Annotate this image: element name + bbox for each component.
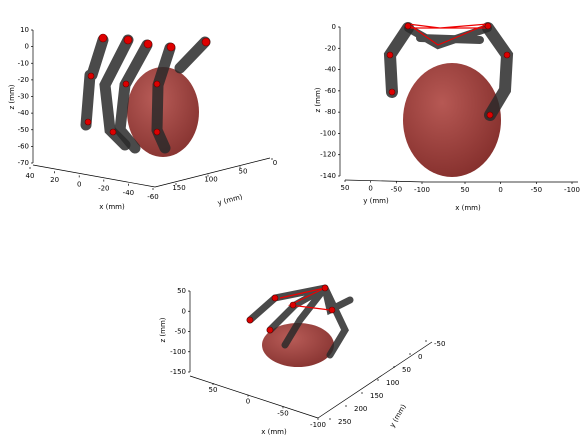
z-tick-label: -80 [325,108,336,116]
y-axis-label: y (mm) [363,197,389,205]
z-tick-label: 0 [182,307,186,315]
scene-3 [190,285,432,418]
x-axis-label: x (mm) [99,203,125,211]
x-tick-label: 20 [50,176,59,184]
y-tick-label: -50 [434,340,445,348]
x-tick-label: -20 [98,185,109,193]
y-axis-label: y (mm) [217,193,244,207]
z-tick-label: -60 [325,87,336,95]
y-tick-label: 0 [368,185,372,193]
z-tick-label: -10 [18,59,29,67]
z-axis-label: z (mm) [8,84,16,109]
y-tick-label: 150 [370,392,383,400]
y-axis-label: y (mm) [388,403,408,429]
x-tick-label: -50 [531,186,542,194]
x-tick-label: 0 [498,186,502,194]
y-tick-label: 150 [172,184,185,192]
scene-2 [345,23,578,182]
z-tick-label: -120 [320,151,336,159]
z-tick-label: -150 [170,368,186,376]
z-tick-label: 50 [177,287,186,295]
x-tick-label: -50 [277,409,288,417]
x-tick-label: -60 [147,193,158,201]
y-tick-label: 50 [402,366,411,374]
x-tick-label: 40 [26,172,35,180]
y-tick-label: 200 [354,405,367,413]
z-tick-label: -20 [18,76,29,84]
x-axis-label: x (mm) [455,204,481,212]
z-tick-label: -50 [175,328,186,336]
z-tick-label: -20 [325,44,336,52]
x-tick-label: 50 [209,386,218,394]
z-tick-label: -50 [18,126,29,134]
y-tick-label: 100 [386,379,399,387]
z-tick-label: -100 [320,129,336,137]
z-tick-label: 10 [20,26,29,34]
y-tick-label: 100 [204,176,217,184]
y-tick-label: 50 [341,184,350,192]
y-tick-label: 0 [418,353,422,361]
z-tick-label: -100 [170,348,186,356]
z-tick-label: -30 [18,93,29,101]
y-tick-label: -100 [414,186,430,194]
x-tick-label: 0 [77,180,81,188]
z-tick-label: 0 [332,23,336,31]
y-tick-label: -50 [391,185,402,193]
x-tick-label: -100 [564,186,580,194]
z-tick-label: -70 [18,159,29,167]
z-tick-label: -140 [320,172,336,180]
scene-1 [33,34,270,187]
z-axis-label: z (mm) [314,87,322,112]
z-tick-label: 0 [25,43,29,51]
y-tick-label: 0 [273,159,277,167]
y-tick-label: 50 [239,167,248,175]
z-tick-label: -40 [18,109,29,117]
x-tick-label: -100 [310,421,326,429]
z-tick-label: -60 [18,142,29,150]
x-tick-label: 50 [461,186,470,194]
x-tick-label: -40 [123,189,134,197]
z-axis-label: z (mm) [159,317,167,342]
x-tick-label: 0 [246,398,250,406]
figure: 40200-20-40-60x (mm)150100500y (mm)100-1… [0,0,584,443]
x-axis-label: x (mm) [261,428,287,436]
z-tick-label: -40 [325,66,336,74]
y-tick-label: 250 [338,418,351,426]
